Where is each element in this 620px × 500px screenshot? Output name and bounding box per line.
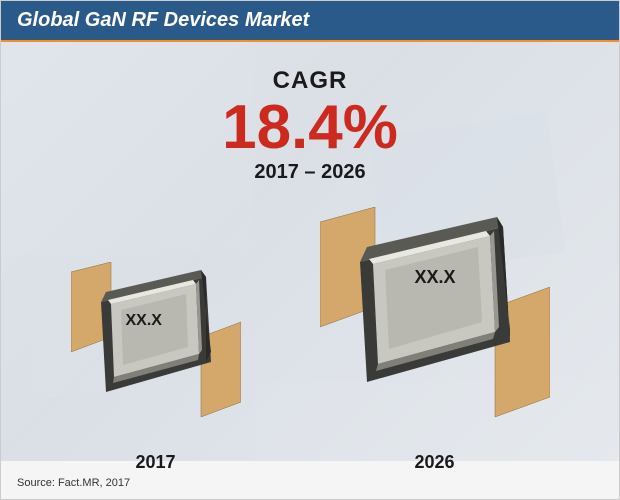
chip-small-svg xyxy=(71,262,241,427)
chip-group-2017: XX.X 2017 xyxy=(71,262,241,473)
year-label-2017: 2017 xyxy=(71,452,241,473)
source-text: Source: Fact.MR, 2017 xyxy=(17,477,130,489)
chip-large: XX.X xyxy=(320,207,550,427)
year-label-2026: 2026 xyxy=(320,452,550,473)
cagr-block: CAGR 18.4% 2017 – 2026 xyxy=(21,67,599,184)
cagr-value: 18.4% xyxy=(21,97,599,159)
content-area: CAGR 18.4% 2017 – 2026 xyxy=(1,42,619,460)
chip-small: XX.X xyxy=(71,262,241,427)
header-title: Global GaN RF Devices Market xyxy=(17,9,309,31)
header-bar: Global GaN RF Devices Market xyxy=(1,1,619,42)
cagr-period: 2017 – 2026 xyxy=(21,161,599,184)
chip-large-svg xyxy=(320,207,550,427)
chip-value-2017: XX.X xyxy=(126,312,162,330)
chip-group-2026: XX.X 2026 xyxy=(320,207,550,473)
chip-value-2026: XX.X xyxy=(415,267,456,288)
chips-row: XX.X 2017 xyxy=(1,207,619,473)
cagr-label: CAGR xyxy=(21,67,599,95)
